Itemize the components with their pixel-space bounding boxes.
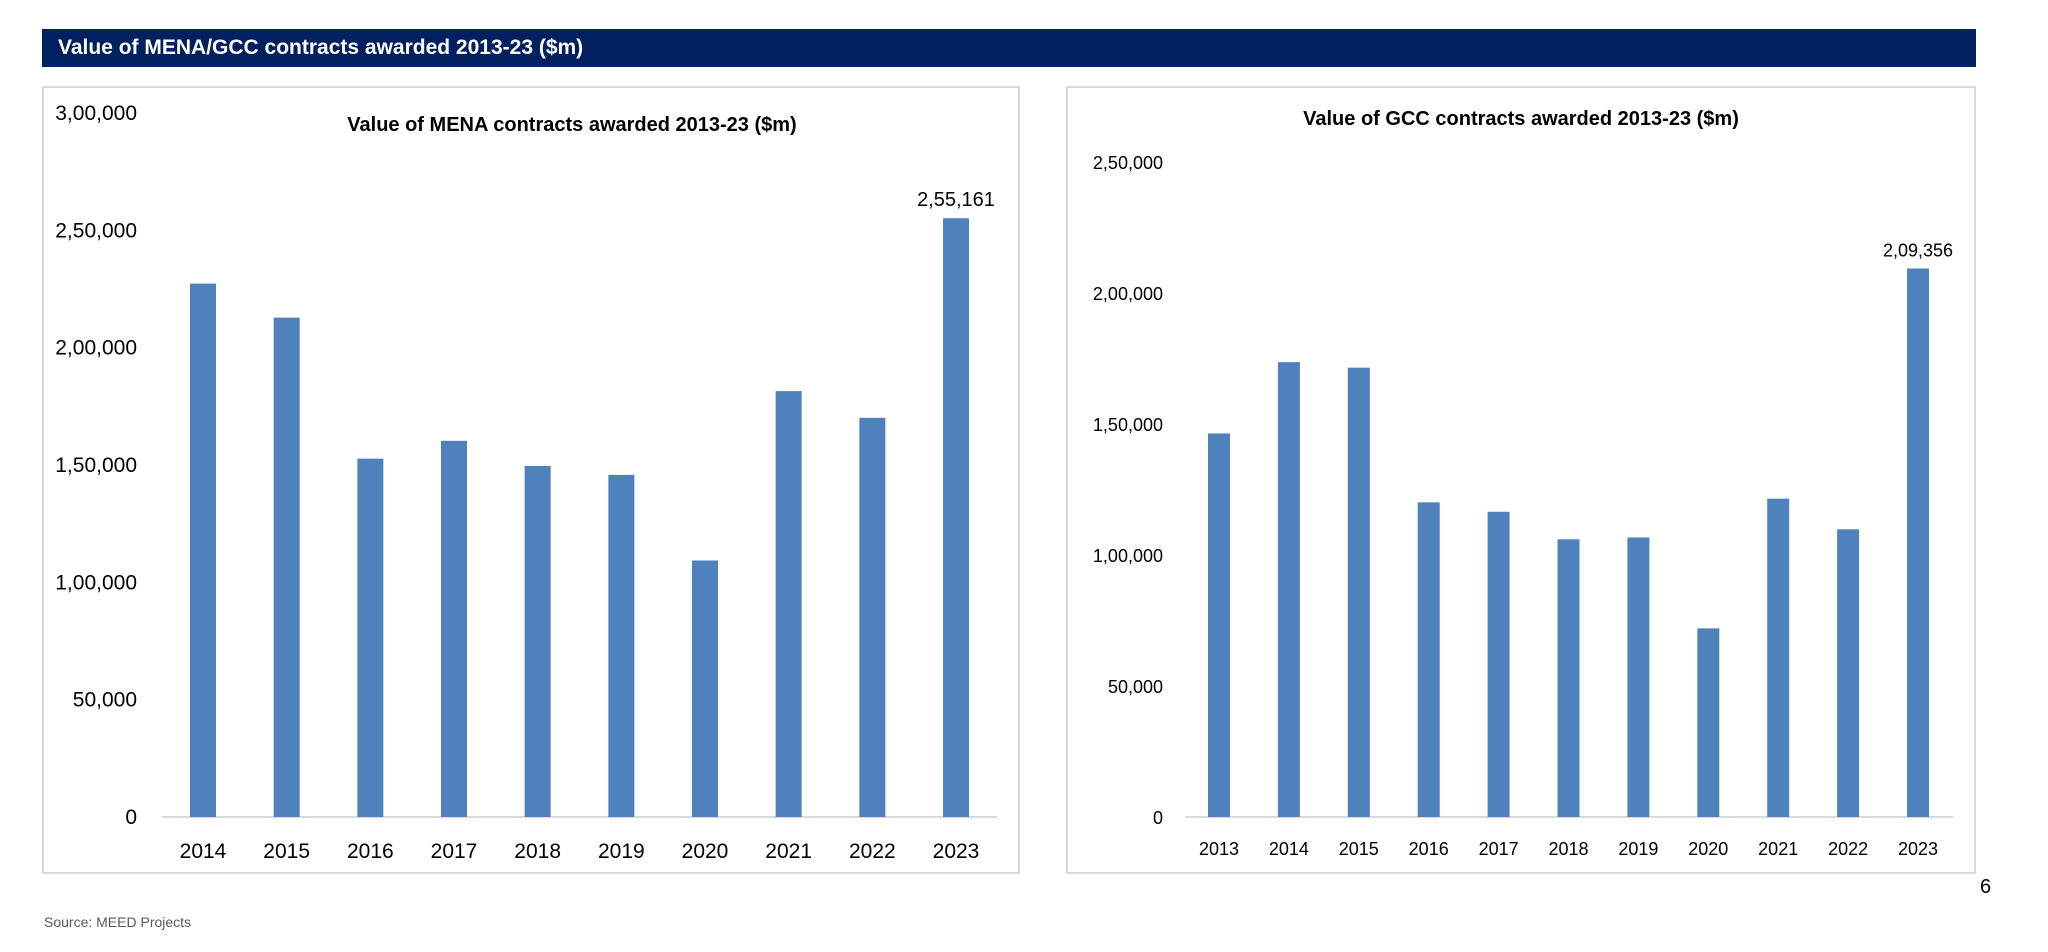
gcc-bar-2023	[1907, 268, 1929, 817]
gcc-x-tick-label: 2013	[1199, 839, 1239, 859]
mena-y-tick-label: 50,000	[73, 689, 137, 712]
gcc-x-tick-label: 2017	[1479, 839, 1519, 859]
gcc-x-tick-label: 2023	[1898, 839, 1938, 859]
section-banner: Value of MENA/GCC contracts awarded 2013…	[42, 29, 1976, 67]
page-number: 6	[1980, 876, 1992, 898]
mena-bar-2021	[775, 391, 802, 817]
gcc-bar-2013	[1208, 433, 1230, 817]
mena-x-tick-label: 2018	[514, 840, 561, 863]
mena-y-tick-label: 3,00,000	[55, 102, 137, 125]
mena-y-tick-label: 0	[125, 806, 137, 829]
mena-data-label-2023: 2,55,161	[917, 189, 995, 211]
gcc-x-tick-label: 2021	[1758, 839, 1798, 859]
gcc-data-label-2023: 2,09,356	[1883, 240, 1953, 260]
mena-chart-frame	[42, 86, 1020, 874]
section-title: Value of MENA/GCC contracts awarded 2013…	[58, 36, 584, 59]
mena-bar-2016	[357, 458, 384, 817]
mena-x-tick-label: 2016	[347, 840, 394, 863]
gcc-x-tick-label: 2022	[1828, 839, 1868, 859]
mena-x-tick-label: 2022	[849, 840, 896, 863]
gcc-y-tick-label: 2,50,000	[1093, 153, 1163, 173]
mena-y-tick-label: 1,50,000	[55, 454, 137, 477]
gcc-bar-2016	[1417, 502, 1440, 817]
mena-x-tick-label: 2019	[598, 840, 645, 863]
gcc-bar-2022	[1837, 529, 1860, 817]
mena-x-tick-label: 2017	[431, 840, 478, 863]
gcc-x-tick-label: 2018	[1548, 839, 1588, 859]
mena-x-tick-label: 2021	[765, 840, 812, 863]
gcc-chart-title: Value of GCC contracts awarded 2013-23 (…	[1303, 108, 1739, 130]
mena-x-tick-label: 2023	[933, 840, 980, 863]
source-note: Source: MEED Projects	[44, 914, 192, 930]
gcc-bar-2020	[1697, 628, 1720, 817]
mena-y-tick-label: 1,00,000	[55, 571, 137, 594]
mena-bar-2023	[943, 218, 969, 818]
gcc-y-tick-label: 1,50,000	[1093, 415, 1163, 435]
mena-y-tick-label: 2,50,000	[55, 219, 137, 242]
gcc-bar-2017	[1487, 511, 1510, 817]
mena-y-tick-label: 2,00,000	[55, 337, 137, 360]
gcc-bar-2021	[1767, 498, 1790, 817]
gcc-x-tick-label: 2014	[1269, 839, 1309, 859]
gcc-x-tick-label: 2019	[1618, 839, 1658, 859]
mena-x-tick-label: 2015	[263, 840, 310, 863]
gcc-y-tick-label: 0	[1153, 808, 1163, 828]
gcc-bar-2015	[1347, 367, 1370, 817]
mena-bar-2022	[859, 417, 886, 817]
mena-bar-2014	[190, 283, 216, 817]
mena-bar-2015	[273, 317, 300, 817]
gcc-y-tick-label: 1,00,000	[1093, 546, 1163, 566]
gcc-y-tick-label: 2,00,000	[1093, 284, 1163, 304]
gcc-bar-2014	[1277, 362, 1300, 817]
gcc-bar-2019	[1627, 537, 1650, 817]
mena-bar-2020	[692, 560, 718, 817]
gcc-y-tick-label: 50,000	[1108, 677, 1163, 697]
mena-bar-2019	[608, 474, 635, 817]
gcc-x-tick-label: 2015	[1339, 839, 1379, 859]
mena-bar-2017	[441, 440, 467, 817]
gcc-bar-2018	[1557, 539, 1580, 817]
gcc-chart-frame	[1066, 86, 1976, 874]
gcc-x-tick-label: 2016	[1409, 839, 1449, 859]
mena-chart-title: Value of MENA contracts awarded 2013-23 …	[347, 114, 796, 136]
mena-bar-2018	[524, 465, 551, 817]
mena-x-tick-label: 2014	[180, 840, 227, 863]
gcc-x-tick-label: 2020	[1688, 839, 1728, 859]
mena-x-tick-label: 2020	[682, 840, 729, 863]
